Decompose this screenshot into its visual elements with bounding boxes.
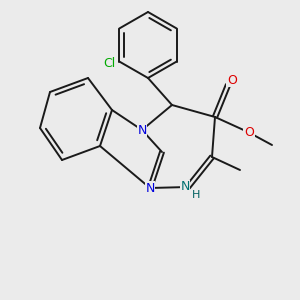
Text: N: N <box>145 182 155 194</box>
Text: Cl: Cl <box>103 57 116 70</box>
Text: H: H <box>192 190 200 200</box>
Text: O: O <box>227 74 237 86</box>
Text: N: N <box>180 181 190 194</box>
Text: O: O <box>244 127 254 140</box>
Text: N: N <box>137 124 147 136</box>
